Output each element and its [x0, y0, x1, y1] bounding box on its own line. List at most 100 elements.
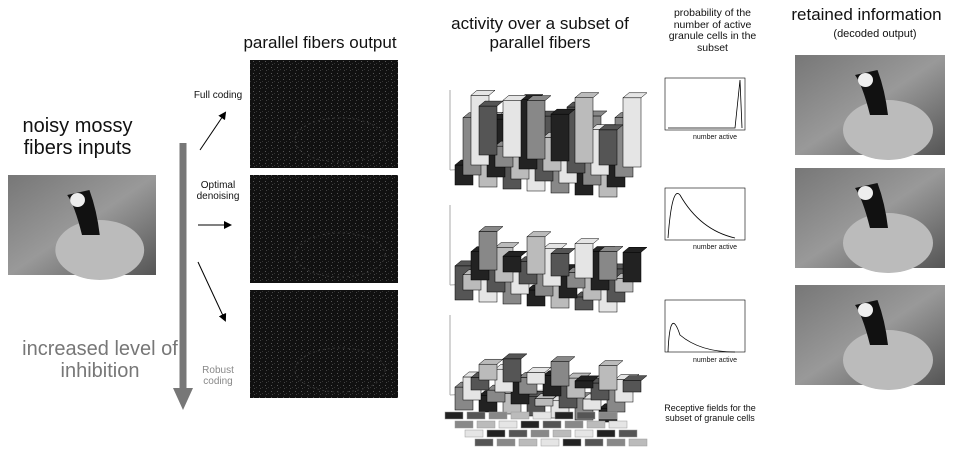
- receptive-field: [597, 430, 615, 437]
- receptive-field: [475, 439, 493, 446]
- receptive-field: [585, 439, 603, 446]
- receptive-field: [599, 412, 617, 419]
- receptive-field: [587, 421, 605, 428]
- activity-bar-top: [623, 247, 647, 252]
- receptive-field: [521, 421, 539, 428]
- coding-label: Optimal denoising: [188, 180, 248, 202]
- receptive-fields-label: Receptive fields for the subset of granu…: [655, 404, 765, 424]
- coding-label: Full coding: [188, 90, 248, 101]
- activity-bar: [535, 399, 553, 406]
- activity-bar: [479, 364, 497, 380]
- plot-frame: [665, 188, 745, 240]
- activity-bar: [575, 381, 593, 388]
- column-title: probability of the number of active gran…: [655, 8, 770, 54]
- receptive-field: [465, 430, 483, 437]
- receptive-field: [575, 430, 593, 437]
- plot-curve: [668, 80, 742, 128]
- figure: noisy mossy fibers inputs increased leve…: [0, 0, 958, 458]
- receptive-field: [477, 421, 495, 428]
- receptive-field: [553, 430, 571, 437]
- activity-bar: [503, 100, 521, 157]
- fiber-output-image: [250, 290, 398, 398]
- activity-bar: [575, 98, 593, 163]
- activity-bar: [479, 232, 497, 270]
- column-title: retained information: [775, 6, 958, 25]
- artwork: [0, 0, 958, 458]
- receptive-field: [489, 412, 507, 419]
- receptive-field: [509, 430, 527, 437]
- receptive-field: [445, 412, 463, 419]
- plot-curve: [668, 193, 735, 238]
- receptive-field: [533, 412, 551, 419]
- activity-bar-top: [495, 243, 519, 248]
- activity-bar: [527, 372, 545, 384]
- activity-bar: [583, 399, 601, 410]
- receptive-field: [609, 421, 627, 428]
- decoded-image-body: [843, 213, 933, 273]
- receptive-field: [519, 439, 537, 446]
- activity-bar: [527, 237, 545, 274]
- activity-bar-top: [527, 232, 551, 237]
- activity-bar-top: [551, 357, 575, 362]
- decoded-image-cheek: [858, 186, 873, 200]
- activity-bar: [479, 106, 497, 155]
- decoded-image-body: [843, 330, 933, 390]
- receptive-field: [543, 421, 561, 428]
- activity-bar-top: [599, 361, 623, 366]
- decoded-image-body: [843, 100, 933, 160]
- input-image-cheek: [70, 193, 85, 207]
- decoded-image-cheek: [858, 73, 873, 87]
- coding-arrow: [200, 113, 225, 150]
- activity-bar: [599, 251, 617, 280]
- receptive-field: [487, 430, 505, 437]
- coding-arrow: [198, 262, 225, 320]
- plot-frame: [665, 78, 745, 130]
- column-title: parallel fibers output: [225, 34, 415, 53]
- activity-bar-top: [471, 90, 495, 95]
- column-subtitle: (decoded output): [800, 28, 950, 40]
- activity-bar-top: [479, 359, 503, 364]
- activity-bar: [503, 359, 521, 382]
- activity-bar-top: [623, 93, 647, 98]
- receptive-field: [577, 412, 595, 419]
- fiber-output-image: [250, 60, 398, 168]
- plot-curve: [668, 323, 735, 352]
- inhibition-arrowhead: [173, 388, 193, 410]
- receptive-field: [497, 439, 515, 446]
- activity-bar: [551, 114, 569, 161]
- activity-bar-top: [543, 244, 567, 249]
- activity-bar: [527, 101, 545, 159]
- activity-bar-top: [527, 367, 551, 372]
- activity-bar: [623, 252, 641, 282]
- receptive-field: [563, 439, 581, 446]
- fiber-output-image: [250, 175, 398, 283]
- activity-bar-top: [503, 354, 527, 359]
- activity-bar-top: [575, 239, 599, 244]
- plot-xlabel: number active: [680, 244, 750, 252]
- receptive-field: [455, 421, 473, 428]
- plot-xlabel: number active: [680, 357, 750, 365]
- decoded-image-cheek: [858, 303, 873, 317]
- activity-bar: [623, 381, 641, 392]
- receptive-field: [499, 421, 517, 428]
- activity-bar: [599, 366, 617, 390]
- receptive-field: [607, 439, 625, 446]
- input-label: noisy mossy fibers inputs: [5, 115, 150, 159]
- input-image-body: [55, 220, 144, 280]
- activity-bar: [551, 253, 569, 276]
- activity-bar: [551, 362, 569, 386]
- receptive-field: [467, 412, 485, 419]
- activity-bar: [599, 130, 617, 165]
- activity-bar: [623, 98, 641, 167]
- inhibition-label: increased level of inhibition: [20, 338, 180, 382]
- activity-bar: [575, 244, 593, 278]
- receptive-field: [619, 430, 637, 437]
- column-title: activity over a subset of parallel fiber…: [440, 15, 640, 52]
- plot-frame: [665, 300, 745, 352]
- activity-bar-top: [479, 227, 503, 232]
- receptive-field: [555, 412, 573, 419]
- receptive-field: [565, 421, 583, 428]
- receptive-field: [629, 439, 647, 446]
- receptive-field: [511, 412, 529, 419]
- coding-label: Robust coding: [188, 365, 248, 387]
